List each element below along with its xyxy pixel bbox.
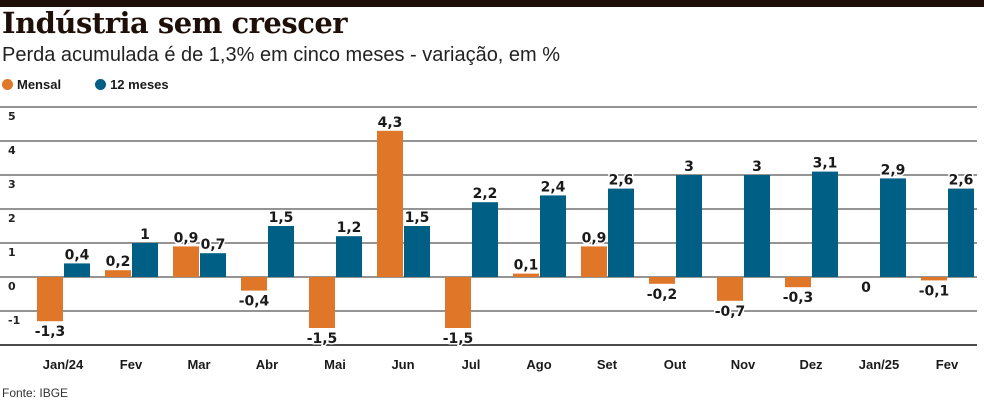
x-tick-label: Jul xyxy=(462,357,481,372)
x-tick-label: Abr xyxy=(256,357,278,372)
bar-12-meses xyxy=(404,226,430,277)
bar-12-meses xyxy=(744,175,770,277)
x-tick-label: Set xyxy=(597,357,618,372)
bar-12-meses xyxy=(64,263,90,277)
bar-12-meses xyxy=(540,195,566,277)
y-tick-label: 2 xyxy=(8,212,16,225)
data-label: -0,3 xyxy=(783,290,814,306)
x-tick-label: Fev xyxy=(936,357,959,372)
y-tick-label: 4 xyxy=(8,144,16,157)
bar-mensal xyxy=(785,277,811,288)
data-label: 1,2 xyxy=(337,220,362,236)
data-label: 0 xyxy=(861,280,871,296)
data-label: 1,5 xyxy=(269,210,294,226)
bar-12-meses xyxy=(268,226,294,277)
data-label: 0,4 xyxy=(65,247,90,263)
bar-12-meses xyxy=(472,202,498,277)
x-tick-label: Jan/25 xyxy=(859,357,899,372)
data-label: 4,3 xyxy=(378,115,403,131)
data-label: 2,2 xyxy=(473,186,498,202)
legend-swatch-mensal xyxy=(2,79,13,90)
data-label: -0,1 xyxy=(919,283,950,299)
bar-12-meses xyxy=(132,243,158,277)
data-label: 3 xyxy=(752,159,762,175)
bar-mensal xyxy=(377,130,403,277)
bar-12-meses xyxy=(880,178,906,277)
legend-label-mensal: Mensal xyxy=(17,77,62,92)
legend-label-12-meses: 12 meses xyxy=(110,77,169,92)
data-label: 2,6 xyxy=(949,173,974,189)
data-label: 2,9 xyxy=(881,162,906,178)
data-label: -0,4 xyxy=(239,294,270,310)
data-label: -1,5 xyxy=(443,331,474,347)
chart-title: Indústria sem crescer xyxy=(2,6,348,40)
x-tick-label: Nov xyxy=(731,357,756,372)
bar-mensal xyxy=(513,273,539,277)
x-tick-label: Jun xyxy=(391,357,414,372)
legend-swatch-12-meses xyxy=(95,79,107,90)
data-label: -1,3 xyxy=(35,324,66,340)
top-rule xyxy=(0,0,984,7)
data-label: 3 xyxy=(684,159,694,175)
bar-12-meses xyxy=(336,236,362,277)
x-tick-label: Out xyxy=(664,357,687,372)
y-tick-label: 0 xyxy=(8,280,16,293)
data-label: 1 xyxy=(140,227,150,243)
data-label: 2,6 xyxy=(609,173,634,189)
data-label: 2,4 xyxy=(541,179,566,195)
source-note: Fonte: IBGE xyxy=(2,386,69,400)
bar-mensal xyxy=(581,246,607,277)
x-tick-label: Fev xyxy=(120,357,143,372)
legend-item-mensal: Mensal xyxy=(2,77,61,92)
bar-mensal xyxy=(309,277,335,328)
bar-12-meses xyxy=(200,253,226,277)
data-label: 0,7 xyxy=(201,237,226,253)
bar-mensal xyxy=(105,270,131,277)
data-label: 1,5 xyxy=(405,210,430,226)
bar-mensal xyxy=(241,277,267,291)
bar-12-meses xyxy=(608,188,634,277)
data-label: 0,9 xyxy=(174,230,199,246)
y-tick-label: 1 xyxy=(8,246,16,259)
bar-12-meses xyxy=(676,175,702,277)
bar-12-meses xyxy=(812,171,838,277)
data-label: 0,2 xyxy=(106,254,131,270)
y-tick-label: -1 xyxy=(8,314,20,327)
bar-mensal xyxy=(173,246,199,277)
bar-mensal xyxy=(37,277,63,322)
data-label: -1,5 xyxy=(307,331,338,347)
x-tick-label: Jan/24 xyxy=(43,357,84,372)
chart-subtitle: Perda acumulada é de 1,3% em cinco meses… xyxy=(2,44,561,66)
y-tick-label: 3 xyxy=(8,178,16,191)
bar-12-meses xyxy=(948,188,974,277)
data-label: 0,9 xyxy=(582,230,607,246)
data-label: -0,7 xyxy=(715,304,746,320)
legend: Mensal 12 meses xyxy=(2,77,169,92)
x-tick-label: Mai xyxy=(324,357,346,372)
data-label: 0,1 xyxy=(514,258,539,274)
x-tick-label: Mar xyxy=(187,357,210,372)
bar-mensal xyxy=(717,277,743,301)
x-tick-label: Ago xyxy=(526,357,551,372)
bar-mensal xyxy=(649,277,675,284)
data-label: 3,1 xyxy=(813,156,838,172)
x-tick-label: Dez xyxy=(799,357,823,372)
data-label: -0,2 xyxy=(647,287,678,303)
legend-item-12-meses: 12 meses xyxy=(95,77,169,92)
y-tick-label: 5 xyxy=(8,110,16,123)
bar-mensal xyxy=(921,277,947,281)
bar-mensal xyxy=(445,277,471,328)
